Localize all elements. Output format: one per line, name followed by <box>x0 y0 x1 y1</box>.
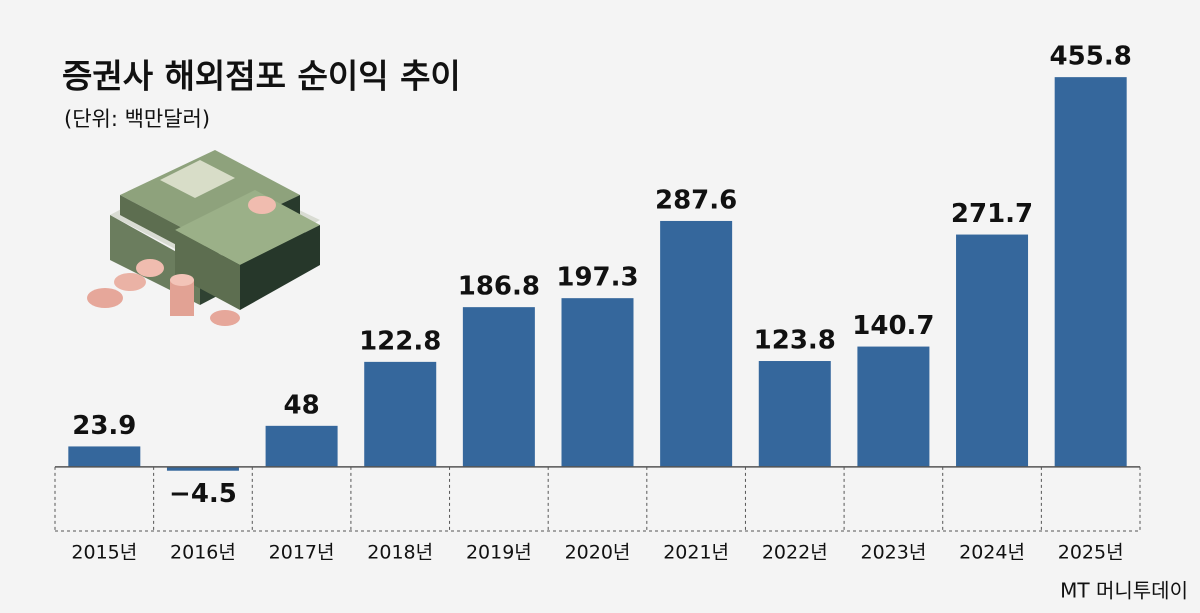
value-label: 455.8 <box>1050 42 1132 72</box>
x-tick-label: 2024년 <box>959 542 1025 564</box>
x-tick-label: 2018년 <box>367 542 433 564</box>
bar <box>68 446 141 467</box>
value-label: −4.5 <box>169 479 237 509</box>
x-tick-label: 2021년 <box>663 542 729 564</box>
value-label: 287.6 <box>655 185 737 215</box>
money-illustration <box>87 150 320 326</box>
value-label: 140.7 <box>852 311 934 341</box>
bar <box>364 361 437 467</box>
x-tick-label: 2022년 <box>762 542 828 564</box>
x-tick-label: 2025년 <box>1058 542 1124 564</box>
chart-title: 증권사 해외점포 순이익 추이 <box>62 57 461 96</box>
bar <box>561 298 634 467</box>
value-label: 122.8 <box>359 326 441 356</box>
bar <box>166 466 239 471</box>
x-tick-label: 2023년 <box>860 542 926 564</box>
bar <box>660 220 733 467</box>
bar <box>758 361 831 467</box>
x-tick-label: 2015년 <box>71 542 137 564</box>
value-label: 186.8 <box>458 272 540 302</box>
x-tick-label: 2016년 <box>170 542 236 564</box>
watermark: MT 머니투데이 <box>1060 579 1188 603</box>
bar <box>956 234 1029 467</box>
x-tick-label: 2017년 <box>269 542 335 564</box>
bar <box>462 307 535 467</box>
chart-subtitle: (단위: 백만달러) <box>64 107 210 131</box>
value-label: 48 <box>283 390 319 420</box>
value-label: 271.7 <box>951 199 1033 229</box>
bar <box>857 346 930 467</box>
value-label: 123.8 <box>754 326 836 356</box>
x-tick-label: 2019년 <box>466 542 532 564</box>
bar <box>1054 77 1127 467</box>
value-label: 23.9 <box>72 411 136 441</box>
x-tick-label: 2020년 <box>565 542 631 564</box>
bar <box>265 425 338 467</box>
value-label: 197.3 <box>556 263 638 293</box>
